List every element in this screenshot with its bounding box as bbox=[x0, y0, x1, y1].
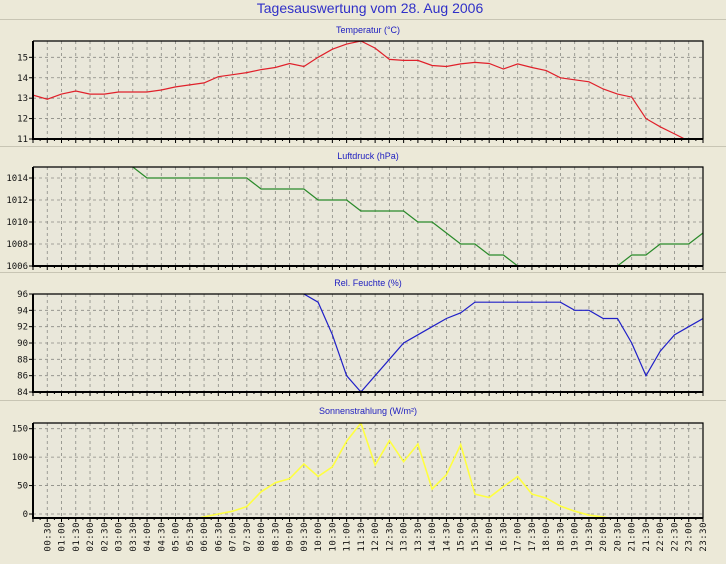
temperature-title: Temperatur (°C) bbox=[336, 25, 400, 35]
pressure-plot-border bbox=[33, 166, 704, 266]
x-tick-label: 09:00 bbox=[286, 522, 296, 552]
x-tick-label: 14:30 bbox=[442, 522, 452, 552]
x-tick-label: 04:00 bbox=[143, 522, 153, 552]
x-tick-label: 17:00 bbox=[514, 522, 524, 552]
temperature-y-tick-label: 11 bbox=[17, 135, 28, 145]
x-tick-label: 01:30 bbox=[72, 522, 82, 552]
pressure-title: Luftdruck (hPa) bbox=[337, 151, 399, 161]
humidity-series-line bbox=[302, 294, 703, 392]
humidity-y-tick-label: 88 bbox=[17, 355, 28, 365]
solar-y-tick-label: 100 bbox=[12, 453, 28, 463]
solar-series-line bbox=[194, 423, 613, 518]
humidity-y-tick-label: 86 bbox=[17, 372, 28, 382]
pressure-series-line bbox=[131, 167, 703, 266]
pressure-plot-area bbox=[33, 167, 703, 266]
x-tick-label: 18:30 bbox=[556, 522, 566, 552]
x-tick-label: 04:30 bbox=[157, 522, 167, 552]
solar-plot-area bbox=[33, 423, 703, 518]
x-tick-label: 15:30 bbox=[471, 522, 481, 552]
x-tick-label: 08:30 bbox=[271, 522, 281, 552]
x-tick-label: 05:30 bbox=[186, 522, 196, 552]
pressure-y-tick-label: 1006 bbox=[6, 262, 28, 272]
temperature-panel: 11 12 13 14 15 bbox=[0, 40, 726, 147]
humidity-plot-area bbox=[33, 294, 703, 392]
x-axis-labels: 00:30 01:00 01:30 02:00 02:30 03:00 03:30 04:00… bbox=[43, 522, 709, 552]
humidity-axes bbox=[32, 294, 703, 393]
x-tick-label: 23:30 bbox=[699, 522, 709, 552]
x-tick-label: 12:00 bbox=[371, 522, 381, 552]
humidity-y-tick-label: 96 bbox=[17, 290, 28, 300]
temperature-plot-border bbox=[33, 40, 704, 139]
x-tick-label: 02:00 bbox=[86, 522, 96, 552]
x-tick-label: 13:30 bbox=[414, 522, 424, 552]
x-tick-label: 08:00 bbox=[257, 522, 267, 552]
x-tick-label: 10:30 bbox=[328, 522, 338, 552]
pressure-panel: 1006 1008 1010 1012 1014 bbox=[0, 166, 726, 273]
x-tick-label: 19:30 bbox=[585, 522, 595, 552]
x-tick-label: 07:30 bbox=[243, 522, 253, 552]
pressure-y-tick-label: 1012 bbox=[6, 196, 28, 206]
x-tick-label: 22:00 bbox=[656, 522, 666, 552]
x-tick-label: 06:30 bbox=[214, 522, 224, 552]
humidity-panel: 84 86 88 90 92 94 96 bbox=[0, 290, 726, 401]
humidity-y-tick-label: 94 bbox=[17, 306, 28, 316]
x-tick-label: 21:00 bbox=[628, 522, 638, 552]
x-tick-label: 22:30 bbox=[670, 522, 680, 552]
solar-axes bbox=[32, 423, 703, 519]
pressure-y-tick-label: 1010 bbox=[6, 218, 28, 228]
x-tick-label: 21:30 bbox=[642, 522, 652, 552]
solar-y-tick-label: 150 bbox=[12, 425, 28, 435]
temperature-series-line bbox=[33, 41, 687, 139]
temperature-y-tick-label: 12 bbox=[17, 115, 28, 125]
solar-y-tick-label: 0 bbox=[23, 510, 28, 520]
x-tick-label: 14:00 bbox=[428, 522, 438, 552]
x-tick-label: 16:30 bbox=[499, 522, 509, 552]
pressure-y-tick-label: 1008 bbox=[6, 240, 28, 250]
solar-y-tick-label: 50 bbox=[17, 482, 28, 492]
x-tick-label: 05:00 bbox=[172, 522, 182, 552]
x-tick-label: 23:00 bbox=[685, 522, 695, 552]
x-tick-label: 03:30 bbox=[129, 522, 139, 552]
x-tick-label: 20:30 bbox=[613, 522, 623, 552]
temperature-plot-area bbox=[33, 41, 703, 139]
x-tick-label: 01:00 bbox=[58, 522, 68, 552]
x-tick-label: 03:00 bbox=[115, 522, 125, 552]
x-tick-label: 10:00 bbox=[314, 522, 324, 552]
x-tick-label: 02:30 bbox=[100, 522, 110, 552]
x-tick-label: 13:00 bbox=[400, 522, 410, 552]
x-tick-label: 18:00 bbox=[542, 522, 552, 552]
temperature-y-tick-label: 13 bbox=[17, 94, 28, 104]
x-tick-label: 00:30 bbox=[43, 522, 53, 552]
x-tick-label: 19:00 bbox=[571, 522, 581, 552]
pressure-y-tick-label: 1014 bbox=[6, 174, 28, 184]
x-tick-label: 15:00 bbox=[457, 522, 467, 552]
humidity-y-tick-label: 92 bbox=[17, 323, 28, 333]
x-tick-label: 11:30 bbox=[357, 522, 367, 552]
humidity-title: Rel. Feuchte (%) bbox=[334, 278, 402, 288]
x-tick-label: 11:00 bbox=[343, 522, 353, 552]
temperature-y-tick-label: 15 bbox=[17, 53, 28, 63]
pressure-axes bbox=[32, 167, 703, 267]
humidity-y-tick-label: 84 bbox=[17, 388, 28, 398]
solar-title: Sonnenstrahlung (W/m²) bbox=[319, 406, 417, 416]
report-title: Tagesauswertung vom 28. Aug 2006 bbox=[257, 0, 484, 16]
x-tick-label: 12:30 bbox=[385, 522, 395, 552]
x-tick-label: 07:00 bbox=[229, 522, 239, 552]
x-tick-label: 06:00 bbox=[200, 522, 210, 552]
x-tick-label: 16:00 bbox=[485, 522, 495, 552]
x-tick-label: 17:30 bbox=[528, 522, 538, 552]
x-tick-label: 09:30 bbox=[300, 522, 310, 552]
humidity-plot-border bbox=[33, 293, 704, 392]
solar-panel: 0 50 100 150 bbox=[12, 422, 704, 522]
temperature-axes bbox=[32, 41, 703, 140]
solar-plot-border bbox=[33, 422, 704, 518]
humidity-y-tick-label: 90 bbox=[17, 339, 28, 349]
x-tick-label: 20:00 bbox=[599, 522, 609, 552]
temperature-y-tick-label: 14 bbox=[17, 74, 28, 84]
